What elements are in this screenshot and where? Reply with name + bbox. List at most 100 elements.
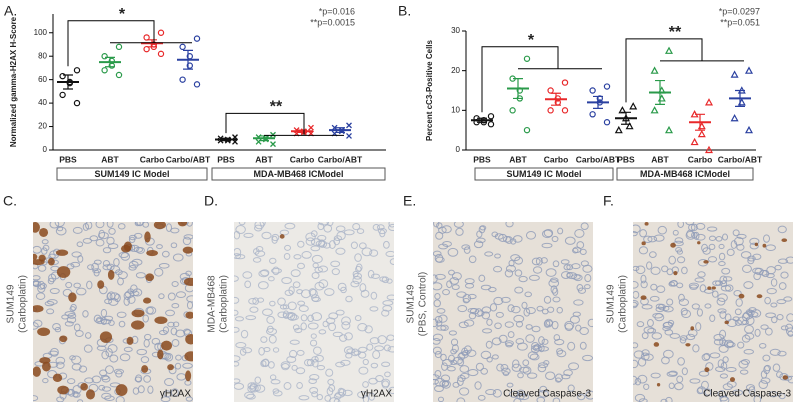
nucleus xyxy=(778,393,786,400)
nucleus xyxy=(777,258,789,264)
nucleus xyxy=(433,299,441,308)
micrograph xyxy=(433,222,593,402)
nucleus xyxy=(765,312,776,318)
stained-nucleus xyxy=(33,366,41,377)
stained-nucleus xyxy=(41,361,51,372)
nucleus xyxy=(101,350,110,360)
stained-nucleus xyxy=(126,336,134,345)
y-tick-label: 0 xyxy=(43,145,48,154)
nucleus xyxy=(360,289,370,298)
nucleus xyxy=(300,322,307,331)
nucleus xyxy=(536,396,546,402)
nucleus xyxy=(362,358,369,366)
nucleus xyxy=(333,235,342,242)
nucleus xyxy=(474,381,482,390)
nucleus xyxy=(298,395,310,401)
stained-nucleus xyxy=(704,367,710,373)
nucleus xyxy=(709,314,716,322)
nucleus xyxy=(386,334,394,341)
nucleus xyxy=(310,230,318,238)
stained-nucleus xyxy=(729,377,736,382)
nucleus xyxy=(572,246,582,254)
nucleus xyxy=(486,318,493,326)
nucleus xyxy=(322,320,329,328)
nucleus xyxy=(516,389,525,396)
nucleus xyxy=(450,348,458,355)
nucleus xyxy=(641,349,650,357)
nucleus xyxy=(83,344,93,353)
data-point xyxy=(115,43,123,51)
nucleus xyxy=(457,357,465,367)
nucleus xyxy=(690,223,698,232)
nucleus xyxy=(678,293,685,302)
nucleus xyxy=(96,345,107,351)
data-point xyxy=(547,87,554,94)
nucleus xyxy=(464,278,475,285)
nucleus xyxy=(294,327,303,334)
nucleus xyxy=(269,300,276,307)
error-bar xyxy=(297,129,307,134)
nucleus xyxy=(447,247,459,257)
y-tick-label: 30 xyxy=(451,26,460,35)
nucleus xyxy=(383,344,391,352)
nucleus xyxy=(747,311,759,318)
nucleus xyxy=(758,380,769,389)
condition-label: (Carboplatin) xyxy=(618,275,629,333)
nucleus xyxy=(664,329,674,336)
stain-label: Cleaved Caspase-3 xyxy=(503,389,591,400)
nucleus xyxy=(132,387,140,395)
data-point xyxy=(704,98,714,106)
nucleus xyxy=(119,353,131,362)
nucleus xyxy=(185,396,193,402)
x-tick-label: PBS xyxy=(473,154,491,164)
nucleus xyxy=(647,235,658,243)
significance-bracket xyxy=(481,46,602,113)
nucleus xyxy=(680,307,688,316)
nucleus xyxy=(140,356,150,364)
nucleus xyxy=(717,293,728,302)
nucleus xyxy=(510,254,521,262)
nucleus xyxy=(134,222,141,227)
nucleus xyxy=(311,254,323,264)
nucleus xyxy=(525,230,537,240)
nucleus xyxy=(283,382,292,390)
nucleus xyxy=(242,271,253,279)
nucleus xyxy=(174,362,182,370)
stained-nucleus xyxy=(279,234,285,239)
data-point xyxy=(101,67,108,74)
stained-nucleus xyxy=(37,327,51,337)
nucleus xyxy=(669,280,678,287)
nucleus xyxy=(557,227,564,235)
nucleus xyxy=(104,395,115,402)
nucleus xyxy=(335,247,346,255)
data-point xyxy=(650,106,659,114)
nucleus xyxy=(636,321,645,328)
nucleus xyxy=(260,336,268,343)
y-tick-label: 20 xyxy=(451,66,460,75)
nucleus xyxy=(451,344,459,353)
nucleus xyxy=(249,306,259,313)
nucleus xyxy=(538,390,549,398)
nucleus xyxy=(335,309,345,316)
nucleus xyxy=(736,233,747,240)
nucleus xyxy=(185,270,192,277)
nucleus xyxy=(770,302,778,308)
nucleus xyxy=(564,320,575,330)
nucleus xyxy=(742,311,754,320)
x-tick-label: Carbo xyxy=(544,154,569,164)
stained-nucleus xyxy=(762,243,767,248)
nucleus xyxy=(164,377,175,387)
nucleus xyxy=(584,273,592,283)
nucleus xyxy=(170,388,179,398)
nucleus xyxy=(151,337,161,345)
nucleus xyxy=(778,282,787,290)
data-point xyxy=(704,145,714,154)
nucleus xyxy=(117,223,126,230)
micrograph xyxy=(33,222,193,402)
nucleus xyxy=(272,390,283,397)
nucleus xyxy=(708,235,717,241)
nucleus xyxy=(129,290,140,297)
nucleus xyxy=(42,377,49,384)
nucleus xyxy=(55,356,66,365)
nucleus xyxy=(785,327,793,336)
